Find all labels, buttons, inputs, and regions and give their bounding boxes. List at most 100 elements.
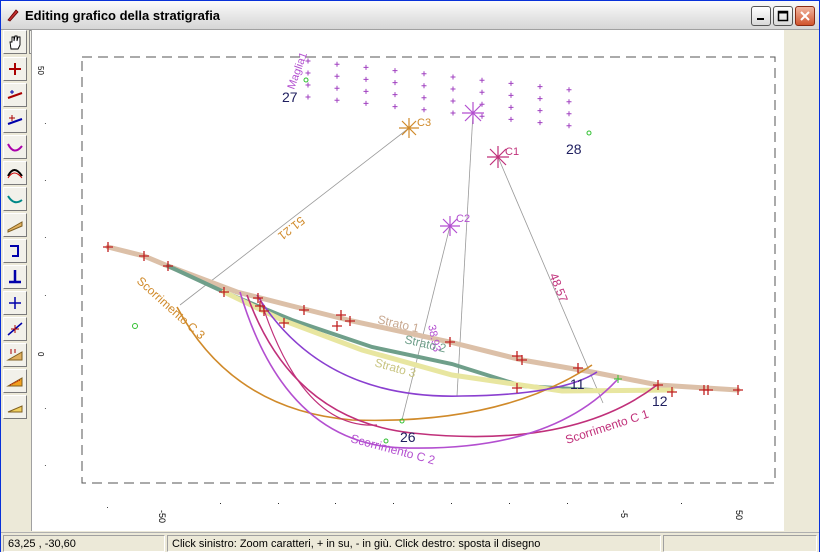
x-tick: ·	[508, 498, 511, 508]
divider-icon	[9, 297, 21, 309]
surface-point	[299, 305, 309, 315]
tool-slope[interactable]	[3, 317, 27, 341]
load-icon	[6, 349, 23, 361]
node-27-label: 27	[282, 89, 298, 105]
anchor-icon	[10, 245, 19, 257]
grid-point	[479, 89, 485, 95]
strato-3-line	[221, 289, 675, 394]
x-tick-label: 50	[734, 510, 744, 520]
node-11-label: 11	[570, 376, 585, 392]
tool-curve[interactable]	[3, 135, 27, 159]
tool-load[interactable]	[3, 343, 27, 367]
node-28-label: 28	[566, 141, 582, 157]
surface-point	[163, 261, 173, 271]
maximize-button[interactable]	[773, 6, 793, 26]
y-axis: 50 · · · · 0 · ·	[36, 66, 47, 470]
tool-arc[interactable]	[3, 187, 27, 211]
grid-point	[479, 101, 485, 107]
y-tick-label: 0	[36, 352, 45, 357]
curve-icon	[7, 143, 23, 152]
slip-c3	[176, 306, 593, 422]
fill-icon	[6, 377, 23, 387]
slip-c1	[246, 294, 658, 438]
x-axis: · -50 · · · · · · · -5 · 50	[103, 498, 744, 523]
x-tick: ·	[680, 498, 683, 508]
slip-purple	[256, 294, 598, 397]
pencil-icon	[7, 9, 19, 22]
line-add-icon	[7, 115, 23, 125]
x-tick: ·	[334, 498, 337, 508]
green-point	[399, 418, 405, 424]
surface-point	[336, 310, 346, 320]
grid-point	[334, 61, 340, 67]
surface-point	[445, 337, 455, 347]
grid-point	[508, 104, 514, 110]
y-tick-label: 50	[36, 66, 45, 75]
grid-point	[392, 80, 398, 86]
green-point	[132, 323, 138, 329]
x-tick: ·	[103, 506, 113, 509]
surface-point	[512, 383, 522, 393]
grid-point	[508, 116, 514, 122]
grid-point	[450, 98, 456, 104]
green-point	[383, 438, 389, 444]
y-tick: ·	[44, 291, 47, 300]
green-point	[586, 130, 592, 136]
surface-point	[259, 306, 269, 316]
right-panel	[784, 30, 819, 531]
tool-pile[interactable]	[3, 265, 27, 289]
slip-inner	[259, 297, 378, 426]
tool-wedge[interactable]	[3, 395, 27, 419]
surface-point	[103, 242, 113, 252]
grid-point	[305, 58, 311, 64]
grid-point	[479, 77, 485, 83]
tool-fill[interactable]	[3, 369, 27, 393]
surface-icon	[7, 169, 23, 179]
close-button[interactable]	[795, 6, 815, 26]
distance-c3-label: 51.21	[275, 214, 308, 244]
tool-point[interactable]	[3, 57, 27, 81]
grid-point	[566, 87, 572, 93]
grid-point	[537, 108, 543, 114]
grid-point	[508, 92, 514, 98]
stratigraphy-drawing[interactable]: · -50 · · · · · · · -5 · 50 50 · · · · 0	[32, 30, 785, 531]
drawing-canvas[interactable]: · -50 · · · · · · · -5 · 50 50 · · · · 0	[31, 30, 784, 531]
radius-line-c3	[179, 127, 410, 306]
tool-line-edit[interactable]	[3, 83, 27, 107]
tool-layer[interactable]	[3, 213, 27, 237]
green-points	[132, 77, 622, 444]
x-tick: ·	[450, 498, 453, 508]
minimize-icon	[757, 18, 764, 20]
center-c2-marker	[440, 216, 460, 236]
scorrimento-c2-label: Scorrimento C 2	[349, 431, 437, 467]
tool-anchor[interactable]	[3, 239, 27, 263]
grid-point	[421, 95, 427, 101]
tool-divider[interactable]	[3, 291, 27, 315]
minimize-button[interactable]	[751, 6, 771, 26]
tool-surface[interactable]	[3, 161, 27, 185]
radius-line-c1	[497, 156, 604, 404]
x-tick: ·	[566, 498, 569, 508]
radius-line-center	[456, 112, 474, 397]
surface-point	[219, 287, 229, 297]
slope-icon	[7, 322, 23, 336]
surface-point	[517, 355, 527, 365]
y-tick: ·	[44, 176, 47, 185]
grid-point	[305, 82, 311, 88]
pan-tool-button[interactable]	[3, 30, 27, 54]
centers	[399, 102, 509, 236]
x-tick: ·	[392, 498, 395, 508]
grid-point	[421, 71, 427, 77]
surface-point	[345, 316, 355, 326]
close-icon	[800, 11, 810, 21]
surface-point	[255, 301, 265, 311]
grid-point	[421, 83, 427, 89]
x-tick: ·	[219, 498, 222, 508]
y-tick: ·	[44, 233, 47, 242]
title-bar[interactable]: Editing grafico della stratigrafia	[1, 1, 819, 30]
radius-line-c2	[401, 225, 451, 421]
tool-line-add[interactable]	[3, 109, 27, 133]
y-tick: ·	[44, 461, 47, 470]
grid-point	[450, 86, 456, 92]
